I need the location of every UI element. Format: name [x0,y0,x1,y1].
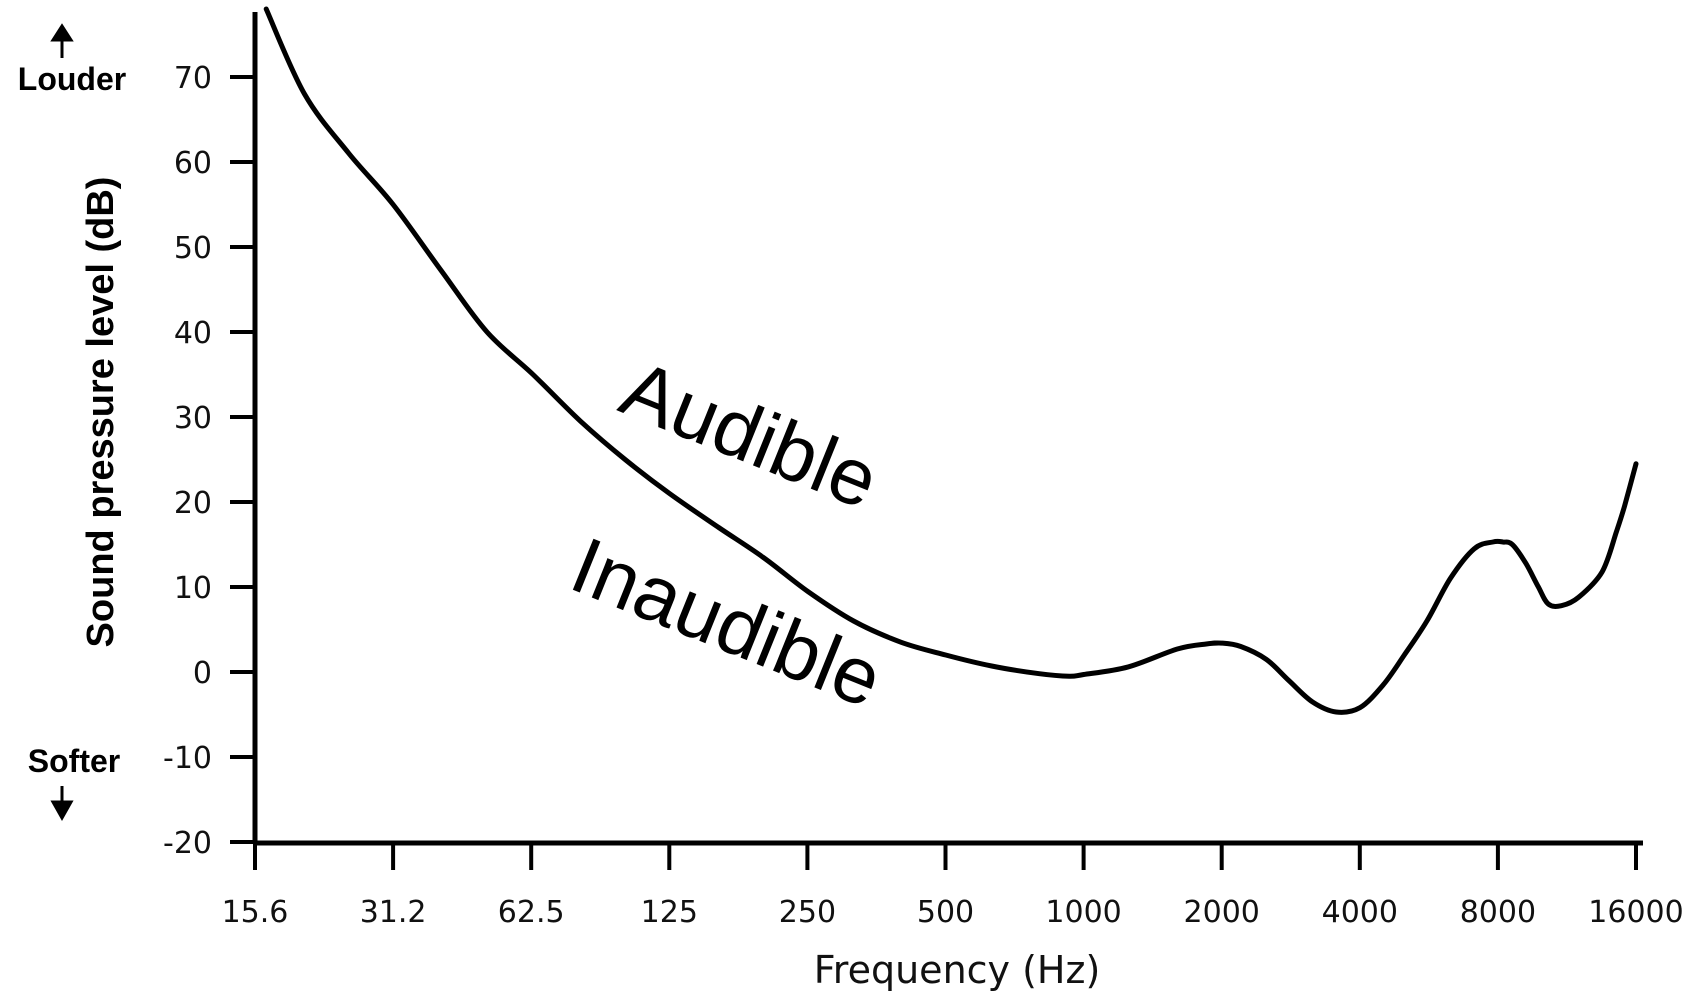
x-tick-label: 500 [917,895,974,930]
x-tick-label: 31.2 [360,895,427,930]
y-axis-ticks: 70 60 50 40 30 20 10 0 -10 -20 [163,61,255,861]
x-tick-label: 16000 [1588,895,1683,930]
y-tick-label: 20 [174,486,212,521]
louder-indicator: Louder [18,23,126,97]
x-tick-label: 125 [641,895,698,930]
y-tick-label: -10 [163,741,212,776]
y-tick-label: -20 [163,826,212,861]
audible-region-label: Audible [610,343,891,525]
y-tick-label: 40 [174,316,212,351]
softer-label: Softer [28,743,120,779]
y-tick-label: 30 [174,401,212,436]
x-tick-label: 8000 [1460,895,1536,930]
y-tick-label: 10 [174,571,212,606]
x-tick-label: 1000 [1045,895,1121,930]
y-axis-title: Sound pressure level (dB) [80,177,122,648]
up-arrow-icon [50,23,74,58]
x-tick-label: 4000 [1322,895,1398,930]
y-tick-label: 70 [174,61,212,96]
x-tick-label: 250 [779,895,836,930]
x-tick-label: 2000 [1184,895,1260,930]
x-axis-title: Frequency (Hz) [814,948,1101,992]
x-axis-ticks: 15.6 31.2 62.5 125 250 500 1000 2000 4000 8000 160… [222,843,1684,930]
y-tick-label: 60 [174,146,212,181]
louder-label: Louder [18,61,126,97]
x-tick-label: 15.6 [222,895,289,930]
softer-indicator: Softer [28,743,120,822]
threshold-curve [263,6,1639,715]
y-tick-label: 50 [174,231,212,266]
down-arrow-icon [50,786,74,822]
plot-area: 70 60 50 40 30 20 10 0 -10 -20 15.6 31.2 62.5 125 250… [163,6,1684,930]
y-tick-label: 0 [193,656,212,691]
x-tick-label: 62.5 [498,895,565,930]
inaudible-region-label: Inaudible [560,520,894,724]
